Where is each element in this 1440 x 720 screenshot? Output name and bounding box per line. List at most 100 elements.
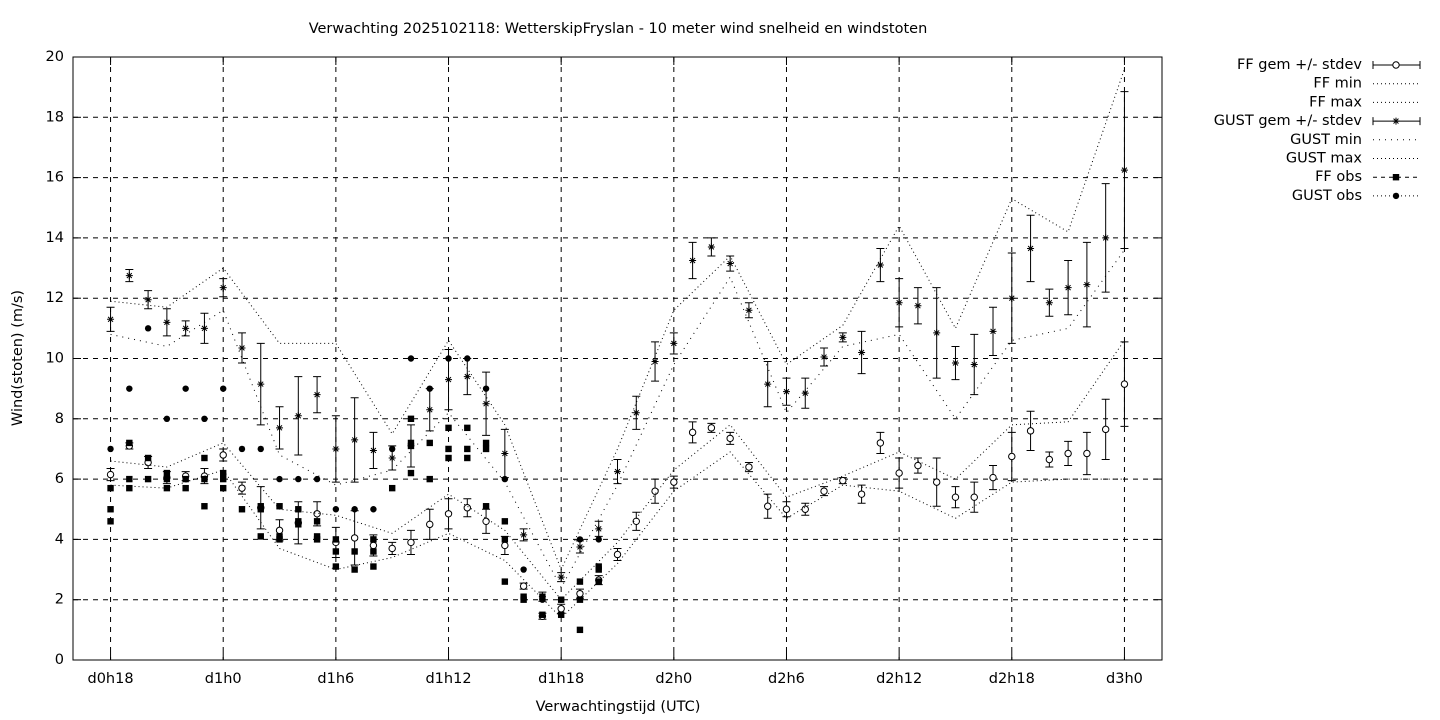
marker xyxy=(820,487,828,495)
marker xyxy=(858,348,866,356)
marker xyxy=(126,439,133,447)
marker xyxy=(520,566,527,573)
marker xyxy=(1392,174,1400,181)
marker xyxy=(1064,284,1072,292)
marker xyxy=(482,517,490,526)
marker xyxy=(163,484,171,492)
x-tick-label: d3h0 xyxy=(1106,671,1143,687)
marker xyxy=(351,436,359,444)
marker xyxy=(351,566,358,573)
marker xyxy=(351,548,358,555)
marker xyxy=(350,534,359,542)
marker xyxy=(1045,299,1053,307)
marker xyxy=(613,550,622,559)
marker xyxy=(501,449,509,457)
marker xyxy=(745,463,753,471)
marker xyxy=(370,563,377,570)
marker xyxy=(445,355,452,362)
marker xyxy=(801,389,809,397)
marker xyxy=(407,355,415,362)
y-tick-label: 10 xyxy=(46,351,64,367)
marker xyxy=(238,484,246,492)
marker xyxy=(576,596,584,603)
marker xyxy=(332,445,340,453)
legend-label: FF gem +/- stdev xyxy=(1237,57,1362,73)
marker xyxy=(1008,452,1016,461)
chart-title: Verwachting 2025102118: WetterskipFrysla… xyxy=(309,21,928,37)
marker xyxy=(1008,294,1016,302)
marker xyxy=(670,339,678,347)
legend-item: FF gem +/- stdev xyxy=(1237,57,1421,73)
legend-item: FF min xyxy=(1313,76,1420,92)
marker xyxy=(1392,192,1400,200)
marker xyxy=(539,596,546,603)
marker xyxy=(388,445,396,453)
marker xyxy=(370,506,377,513)
marker xyxy=(144,296,152,304)
marker xyxy=(220,484,227,492)
marker xyxy=(970,493,978,501)
marker xyxy=(932,478,941,486)
marker xyxy=(463,504,471,512)
marker xyxy=(332,548,340,555)
marker xyxy=(707,243,715,251)
marker xyxy=(107,506,114,513)
marker xyxy=(726,434,734,443)
marker xyxy=(895,469,903,477)
marker xyxy=(238,344,246,352)
marker xyxy=(764,502,772,510)
marker xyxy=(464,424,471,432)
marker xyxy=(276,533,283,540)
marker xyxy=(332,563,340,570)
marker xyxy=(238,445,246,453)
marker xyxy=(295,475,302,483)
marker xyxy=(782,505,791,513)
marker xyxy=(595,536,602,543)
marker xyxy=(370,548,377,555)
y-tick-label: 16 xyxy=(46,170,64,186)
legend-item: GUST gem +/- stdev xyxy=(1214,113,1421,129)
marker xyxy=(782,388,790,396)
marker xyxy=(276,503,283,510)
y-tick-label: 20 xyxy=(46,49,64,65)
marker xyxy=(764,380,772,388)
marker xyxy=(182,385,189,392)
marker xyxy=(895,299,903,307)
marker xyxy=(688,428,697,437)
marker xyxy=(426,406,434,414)
y-tick-label: 8 xyxy=(55,411,64,427)
marker xyxy=(576,536,584,543)
marker xyxy=(520,531,528,539)
marker xyxy=(370,536,377,543)
marker xyxy=(313,475,321,483)
marker xyxy=(163,475,171,483)
y-tick-label: 2 xyxy=(55,592,64,608)
marker xyxy=(407,415,415,422)
marker xyxy=(482,445,490,453)
marker xyxy=(970,361,978,369)
legend-label: GUST obs xyxy=(1292,188,1362,204)
marker xyxy=(933,329,941,337)
marker xyxy=(106,470,115,479)
marker xyxy=(219,284,227,292)
marker xyxy=(1101,425,1110,434)
marker xyxy=(839,476,847,485)
marker xyxy=(313,518,321,525)
marker xyxy=(107,445,114,453)
legend-item: FF obs xyxy=(1315,169,1420,185)
marker xyxy=(182,324,190,332)
x-tick-label: d1h6 xyxy=(317,671,354,687)
marker xyxy=(426,439,433,447)
marker xyxy=(1083,449,1091,458)
marker xyxy=(257,380,265,388)
marker xyxy=(201,415,208,422)
marker xyxy=(407,439,415,447)
y-tick-label: 14 xyxy=(46,230,64,246)
marker xyxy=(294,412,302,420)
marker xyxy=(501,475,509,483)
marker xyxy=(463,373,471,381)
marker xyxy=(163,415,171,422)
x-tick-label: d1h18 xyxy=(538,671,584,687)
marker xyxy=(464,355,471,362)
x-axis-label: Verwachtingstijd (UTC) xyxy=(536,699,701,715)
